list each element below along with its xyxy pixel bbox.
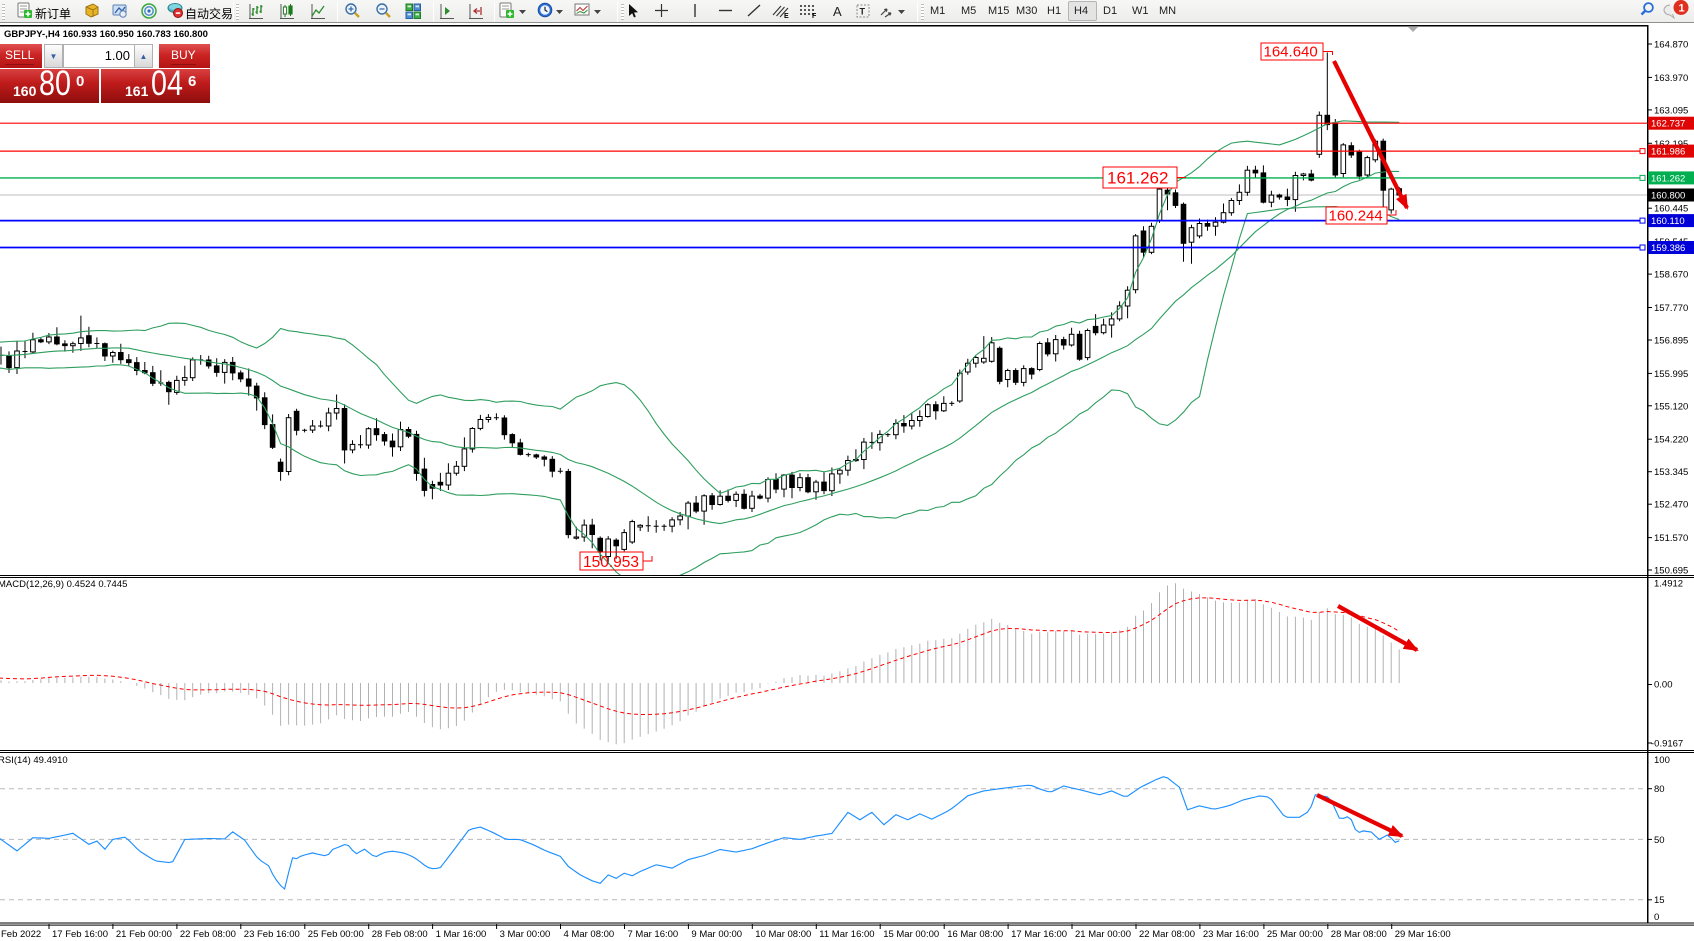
svg-text:0.00: 0.00	[1654, 680, 1673, 691]
svg-text:160.800: 160.800	[1651, 191, 1685, 202]
svg-text:158.670: 158.670	[1654, 270, 1688, 281]
svg-text:15: 15	[1654, 895, 1665, 906]
svg-text:1 Mar 16:00: 1 Mar 16:00	[436, 929, 487, 940]
svg-text:16 Mar 08:00: 16 Mar 08:00	[947, 929, 1003, 940]
svg-text:163.095: 163.095	[1654, 105, 1688, 116]
svg-text:GBPJPY-,H4 160.933 160.950 16: GBPJPY-,H4 160.933 160.950 160.783 160.8…	[4, 29, 208, 40]
svg-text:28 Mar 08:00: 28 Mar 08:00	[1331, 929, 1387, 940]
svg-text:155.995: 155.995	[1654, 369, 1688, 380]
svg-text:161.986: 161.986	[1651, 147, 1685, 158]
svg-text:157.770: 157.770	[1654, 303, 1688, 314]
svg-text:RSI(14) 49.4910: RSI(14) 49.4910	[0, 755, 68, 766]
svg-text:25 Feb 00:00: 25 Feb 00:00	[308, 929, 364, 940]
svg-text:22 Feb 08:00: 22 Feb 08:00	[180, 929, 236, 940]
svg-text:4 Mar 08:00: 4 Mar 08:00	[564, 929, 615, 940]
svg-text:155.120: 155.120	[1654, 401, 1688, 412]
svg-text:164.870: 164.870	[1654, 40, 1688, 51]
svg-text:17 Mar 16:00: 17 Mar 16:00	[1011, 929, 1067, 940]
svg-text:160.110: 160.110	[1651, 216, 1685, 227]
svg-text:7 Mar 16:00: 7 Mar 16:00	[628, 929, 679, 940]
svg-text:161.262: 161.262	[1651, 173, 1685, 184]
svg-text:28 Feb 08:00: 28 Feb 08:00	[372, 929, 428, 940]
svg-text:23 Mar 16:00: 23 Mar 16:00	[1203, 929, 1259, 940]
svg-text:150.695: 150.695	[1654, 566, 1688, 577]
svg-text:E: E	[784, 13, 789, 20]
svg-text:Feb 2022: Feb 2022	[1, 929, 41, 940]
svg-text:22 Mar 08:00: 22 Mar 08:00	[1139, 929, 1195, 940]
svg-text:1.4912: 1.4912	[1654, 579, 1683, 590]
svg-text:29 Mar 16:00: 29 Mar 16:00	[1395, 929, 1451, 940]
svg-text:161.262: 161.262	[1107, 169, 1168, 188]
svg-text:100: 100	[1654, 755, 1670, 766]
svg-text:160.445: 160.445	[1654, 204, 1688, 215]
svg-text:156.895: 156.895	[1654, 336, 1688, 347]
svg-text:A: A	[833, 4, 842, 19]
svg-text:9 Mar 00:00: 9 Mar 00:00	[691, 929, 742, 940]
svg-text:11 Mar 16:00: 11 Mar 16:00	[819, 929, 874, 940]
svg-text:0: 0	[1654, 912, 1659, 923]
svg-text:50: 50	[1654, 835, 1665, 846]
svg-text:80: 80	[1654, 784, 1665, 795]
svg-text:152.470: 152.470	[1654, 500, 1688, 511]
svg-text:10 Mar 08:00: 10 Mar 08:00	[755, 929, 811, 940]
svg-text:23 Feb 16:00: 23 Feb 16:00	[244, 929, 300, 940]
svg-text:163.970: 163.970	[1654, 73, 1688, 84]
svg-text:21 Mar 00:00: 21 Mar 00:00	[1075, 929, 1131, 940]
svg-text:154.220: 154.220	[1654, 435, 1688, 446]
svg-text:151.570: 151.570	[1654, 533, 1688, 544]
svg-text:-0.9167: -0.9167	[1651, 739, 1683, 750]
svg-text:162.737: 162.737	[1651, 119, 1685, 130]
svg-text:MACD(12,26,9) 0.4524 0.7445: MACD(12,26,9) 0.4524 0.7445	[0, 579, 127, 590]
svg-text:160.244: 160.244	[1329, 208, 1383, 225]
svg-text:150.953: 150.953	[583, 554, 639, 571]
svg-text:F: F	[812, 13, 817, 20]
svg-text:159.386: 159.386	[1651, 243, 1685, 254]
svg-text:153.345: 153.345	[1654, 467, 1688, 478]
svg-text:21 Feb 00:00: 21 Feb 00:00	[116, 929, 172, 940]
svg-text:25 Mar 00:00: 25 Mar 00:00	[1267, 929, 1323, 940]
svg-text:15 Mar 00:00: 15 Mar 00:00	[883, 929, 939, 940]
svg-text:1: 1	[1679, 3, 1685, 15]
svg-text:3 Mar 00:00: 3 Mar 00:00	[500, 929, 551, 940]
svg-text:17 Feb 16:00: 17 Feb 16:00	[52, 929, 108, 940]
svg-text:162.195: 162.195	[1654, 139, 1688, 150]
svg-text:164.640: 164.640	[1264, 44, 1318, 61]
svg-text:T: T	[860, 7, 866, 17]
